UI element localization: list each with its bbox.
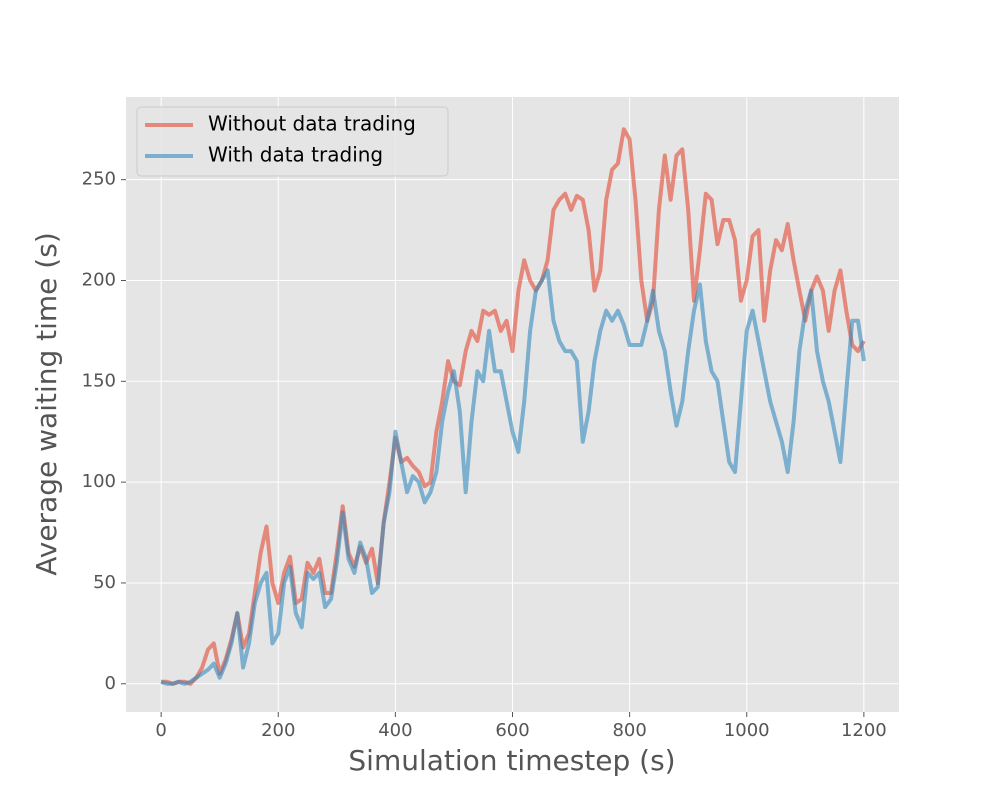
y-tick-label: 200 <box>82 269 116 290</box>
x-tick-label: 1000 <box>724 720 770 741</box>
y-tick-label: 150 <box>82 370 116 391</box>
y-tick-label: 50 <box>93 572 116 593</box>
legend-box <box>136 106 449 177</box>
x-axis-label: Simulation timestep (s) <box>348 744 675 777</box>
y-tick-label: 250 <box>82 169 116 190</box>
y-axis-label: Average waiting time (s) <box>30 232 63 576</box>
x-tick-label: 0 <box>155 720 166 741</box>
x-tick-label: 600 <box>495 720 529 741</box>
legend-label: With data trading <box>208 143 383 167</box>
x-tick-label: 800 <box>612 720 646 741</box>
data-line <box>161 127 866 686</box>
y-tick-label: 100 <box>82 471 116 492</box>
y-tick-label: 0 <box>105 673 116 694</box>
x-tick-label: 1200 <box>841 720 887 741</box>
data-line <box>160 268 866 686</box>
legend-label: Without data trading <box>208 112 416 136</box>
lines <box>160 127 866 686</box>
x-tick-label: 400 <box>378 720 412 741</box>
x-tick-label: 200 <box>261 720 295 741</box>
legend: Without data trading With data trading <box>136 106 449 177</box>
